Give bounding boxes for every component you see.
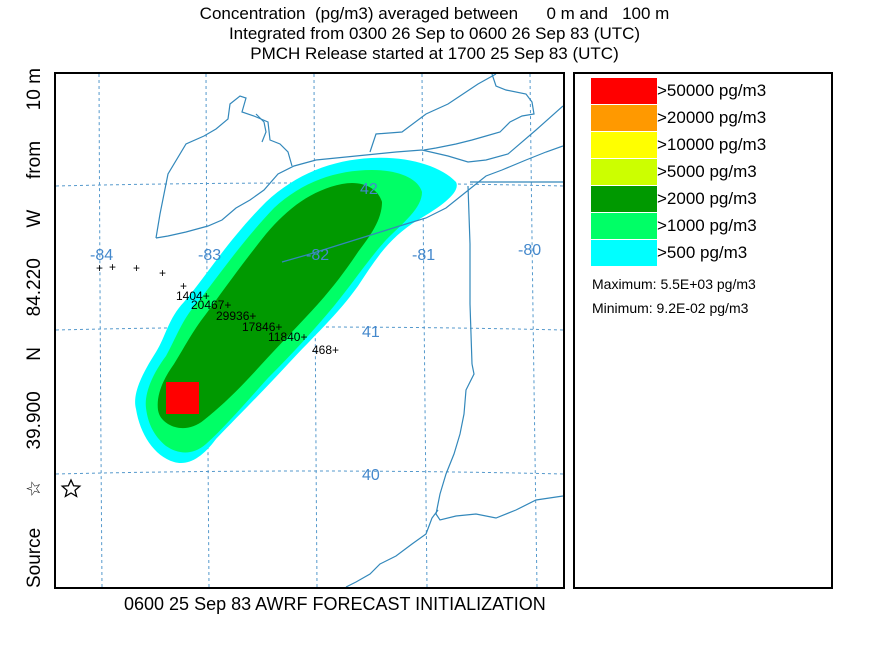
source-location-label: Source ☆ 39.900 N 84.220 W from 10 m xyxy=(22,68,48,588)
legend-label: >50000 pg/m3 xyxy=(657,81,767,100)
ohio-river xyxy=(345,509,439,587)
legend-swatch xyxy=(591,186,657,212)
ontario-north xyxy=(369,74,497,153)
legend-label: >10000 pg/m3 xyxy=(657,135,767,154)
sampler-value: 29936+ xyxy=(216,309,256,323)
legend-label: >500 pg/m3 xyxy=(657,243,748,262)
title-line-3: PMCH Release started at 1700 25 Sep 83 (… xyxy=(250,44,619,63)
sampler-value: 17846+ xyxy=(242,320,282,334)
ohio-pa-border xyxy=(467,185,473,365)
lon-label-84: -84 xyxy=(90,247,113,264)
source-star-icon xyxy=(60,478,82,498)
contour-2000 xyxy=(157,182,382,429)
maximum-value: Maximum: 5.5E+03 pg/m3 xyxy=(592,276,756,292)
legend-panel: >50000 pg/m3 >20000 pg/m3 >10000 pg/m3 >500… xyxy=(573,72,833,589)
minimum-value: Minimum: 9.2E-02 pg/m3 xyxy=(592,300,749,316)
lake-ontario-shore xyxy=(423,74,535,151)
lon-label-80: -80 xyxy=(518,242,541,259)
sampler-marker: + xyxy=(96,261,103,275)
lake-shoreline xyxy=(155,105,563,239)
sampler-value: 468+ xyxy=(312,343,339,357)
meridian-84 xyxy=(98,74,103,587)
legend-swatch xyxy=(591,240,657,266)
parallel-40 xyxy=(56,470,563,475)
legend-label: >2000 pg/m3 xyxy=(657,189,757,208)
lon-label-82: -82 xyxy=(306,247,329,264)
concentration-plume xyxy=(135,157,457,464)
title-line-2: Integrated from 0300 26 Sep to 0600 26 S… xyxy=(228,24,641,43)
source-word: Source xyxy=(24,527,45,588)
star-icon: ☆ xyxy=(24,480,45,498)
detroit-river xyxy=(255,113,267,143)
source-height: 10 m xyxy=(24,68,45,111)
legend-swatch xyxy=(591,132,657,158)
legend-label: >20000 pg/m3 xyxy=(657,108,767,127)
lon-label-81: -81 xyxy=(412,247,435,264)
title-line-1: Concentration (pg/m3) averaged between 0… xyxy=(199,4,670,23)
lat-label-42: 42 xyxy=(360,181,378,198)
sampler-value: 11840+ xyxy=(268,330,308,344)
michigan-shore xyxy=(155,95,293,239)
from-word: from xyxy=(24,140,45,179)
lon-label-83: -83 xyxy=(198,247,221,264)
legend-label: >5000 pg/m3 xyxy=(657,162,757,181)
legend-swatch xyxy=(591,78,657,104)
sampler-marker: + xyxy=(109,260,116,274)
lat-label-41: 41 xyxy=(362,324,380,341)
legend-swatch xyxy=(591,159,657,185)
pa-wv-border xyxy=(435,363,563,521)
lat-hemisphere: N xyxy=(24,346,45,361)
map-panel: -84 -83 -82 -81 -80 42 41 40 + + + + + 1… xyxy=(54,72,565,589)
map-svg: -84 -83 -82 -81 -80 42 41 40 + + + + + 1… xyxy=(56,74,563,587)
meridian-80 xyxy=(529,74,538,587)
sampler-marker: + xyxy=(159,266,166,280)
sampler-marker: + xyxy=(180,279,187,293)
graticule-labels: -84 -83 -82 -81 -80 42 41 40 xyxy=(90,181,541,484)
footer-caption: 0600 25 Sep 83 AWRF FORECAST INITIALIZAT… xyxy=(124,594,546,614)
source-lon: 84.220 xyxy=(24,258,45,317)
boundaries xyxy=(155,74,563,587)
lat-label-40: 40 xyxy=(362,467,380,484)
legend-swatch xyxy=(591,213,657,239)
legend-swatch xyxy=(591,105,657,131)
samplers: + + + + + 1404+ 20467+ 29936+ 17846+ 118… xyxy=(96,260,339,357)
sampler-marker: + xyxy=(133,261,140,275)
source-lat: 39.900 xyxy=(24,391,45,450)
legend-label: >1000 pg/m3 xyxy=(657,216,757,235)
sampler-value: 20467+ xyxy=(191,298,231,312)
contour-50000 xyxy=(166,382,199,414)
erie-north-shore xyxy=(281,145,563,263)
lon-hemisphere: W xyxy=(24,209,45,228)
sampler-value: 1404+ xyxy=(176,289,210,303)
